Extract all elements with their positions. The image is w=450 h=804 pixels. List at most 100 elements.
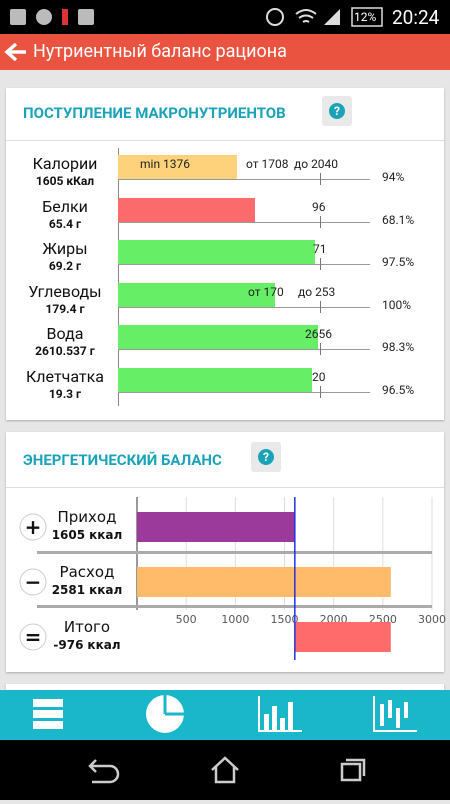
nutrient-bar [118, 240, 315, 265]
tick [320, 258, 321, 271]
help-button[interactable]: ? [251, 442, 281, 472]
energy-bar [137, 567, 391, 597]
tab-bars[interactable] [258, 696, 302, 732]
sign-button [19, 623, 47, 651]
baseline [118, 221, 370, 223]
tab-chart[interactable] [373, 696, 417, 732]
nutrient-percent: 94% [382, 170, 405, 184]
nutrient-marker-label: min 1376 [140, 157, 191, 171]
tick [320, 386, 321, 398]
nutrient-marker-label: 2656 [305, 327, 332, 342]
nutrient-amount: 1605 кКал [35, 174, 95, 188]
sign: + [25, 515, 42, 539]
nutrient-bar [118, 282, 275, 307]
nutrient-name: Углеводы [28, 281, 102, 301]
row-separator [37, 551, 432, 554]
divider [6, 140, 444, 141]
nutrient-name: Калории [32, 154, 98, 173]
nutrient-name: Вода [46, 324, 84, 344]
x-tick-label: 500 [176, 613, 197, 626]
back-button[interactable] [4, 41, 28, 63]
divider [6, 487, 444, 488]
nutrient-marker-label: от 170 [248, 284, 284, 299]
help-icon: ? [329, 103, 345, 119]
nutrient-amount: 65.4 г [48, 216, 82, 231]
clock: 20:24 [392, 6, 440, 29]
energy-amount: -976 ккал [53, 638, 120, 652]
tick [320, 300, 321, 313]
sign: = [25, 625, 42, 649]
help-button[interactable]: ? [322, 96, 352, 126]
nav-back[interactable] [88, 759, 120, 784]
energy-value: 2581 [52, 583, 85, 597]
nutrient-bar [118, 325, 318, 350]
nutrient-percent: 97.5% [382, 255, 415, 270]
energy-value: 1605 [52, 528, 85, 542]
nutrient-marker-label: 20 [312, 370, 326, 384]
x-tick-label: 1000 [221, 613, 249, 626]
nutrient-percent: 68.1% [382, 212, 415, 227]
nutrient-bar [118, 197, 255, 222]
nutrient-amount: 179.4 г [45, 301, 85, 316]
nutrient-percent: 96.5% [382, 383, 415, 397]
nutrient-amount: 69.2 г [48, 259, 82, 274]
tick [320, 215, 321, 228]
bottom-tabs [0, 690, 450, 740]
baseline [118, 179, 370, 180]
baseline [118, 306, 370, 308]
nav-home[interactable] [211, 756, 239, 784]
baseline [118, 392, 370, 393]
app-bar: Нутриентный баланс рациона [0, 34, 450, 70]
tab-list[interactable] [33, 699, 63, 729]
status-icons [10, 7, 383, 27]
status-bar: 12% 20:24 [0, 0, 450, 34]
baseline [118, 264, 370, 266]
app-title: Нутриентный баланс рациона [33, 41, 287, 62]
x-tick-label: 3000 [418, 613, 446, 626]
tick [320, 343, 321, 356]
nutrient-bar [118, 155, 237, 179]
tab-pie[interactable] [146, 695, 184, 733]
x-tick-label: 1500 [271, 613, 299, 626]
energy-bar [294, 622, 391, 652]
nutrient-marker-label: 71 [313, 242, 327, 257]
energy-unit: ккал [89, 583, 122, 597]
row-separator [37, 605, 432, 608]
nutrient-marker-label: до 2040 [294, 157, 339, 171]
nutrient-amount: 19.3 г [48, 387, 82, 401]
energy-unit: ккал [89, 528, 122, 542]
energy-bar [137, 512, 295, 542]
energy-unit: ккал [87, 638, 120, 652]
nav-recents[interactable] [340, 758, 366, 782]
nutrient-marker-label: 96 [312, 199, 326, 214]
nutrient-marker-label: от 1708 [246, 157, 289, 171]
sign-button [19, 513, 47, 541]
nutrient-bar [118, 368, 312, 392]
nutrient-name: Клетчатка [26, 367, 104, 386]
nutrient-amount: 2610.537 г [35, 344, 95, 359]
energy-value: -976 [53, 638, 83, 652]
next-card [6, 684, 444, 694]
navigation-bar [0, 740, 450, 800]
energy-name: Приход [58, 508, 117, 526]
baseline [118, 349, 370, 351]
axis-line [118, 148, 119, 406]
energy-amount: 1605 ккал [52, 528, 123, 542]
tick [320, 173, 321, 185]
card-title: ПОСТУПЛЕНИЕ МАКРОНУТРИЕНТОВ [23, 104, 286, 122]
battery-level: 12% [354, 10, 377, 24]
nutrient-percent: 100% [382, 297, 412, 312]
nutrient-marker-label: до 253 [298, 284, 336, 299]
macronutrient-card: ПОСТУПЛЕНИЕ МАКРОНУТРИЕНТОВ ? Калории 160… [6, 88, 444, 420]
nutrient-name: Белки [42, 196, 88, 216]
energy-name: Расход [60, 563, 115, 581]
tab-icons [33, 695, 417, 733]
energy-name: Итого [64, 618, 110, 636]
sign-button [19, 568, 47, 596]
energy-amount: 2581 ккал [52, 583, 123, 597]
card-title: ЭНЕРГЕТИЧЕСКИЙ БАЛАНС [23, 451, 222, 469]
nutrient-percent: 98.3% [382, 340, 415, 355]
sign: − [25, 570, 42, 594]
